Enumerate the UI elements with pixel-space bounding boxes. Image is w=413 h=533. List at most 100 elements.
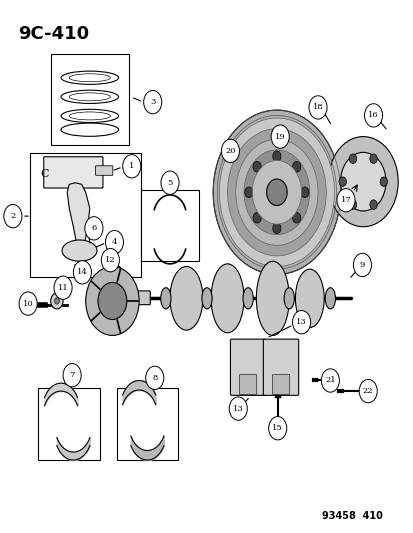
Text: 2: 2 — [10, 212, 16, 220]
Circle shape — [143, 91, 161, 114]
Text: 6: 6 — [91, 224, 96, 232]
Circle shape — [358, 379, 376, 403]
Circle shape — [101, 248, 119, 272]
Circle shape — [85, 266, 139, 335]
Circle shape — [229, 397, 247, 420]
Circle shape — [379, 177, 387, 187]
Circle shape — [268, 417, 286, 440]
Text: 7: 7 — [69, 371, 75, 379]
Circle shape — [252, 213, 261, 223]
Circle shape — [363, 104, 382, 127]
Ellipse shape — [242, 288, 253, 309]
Text: C: C — [40, 169, 49, 179]
Circle shape — [145, 366, 164, 390]
Circle shape — [105, 230, 123, 254]
Circle shape — [300, 187, 308, 198]
Text: 12: 12 — [105, 256, 115, 264]
Circle shape — [320, 369, 339, 392]
Ellipse shape — [61, 123, 118, 136]
FancyBboxPatch shape — [121, 291, 150, 305]
Circle shape — [252, 161, 261, 172]
Ellipse shape — [202, 288, 211, 309]
Ellipse shape — [61, 109, 118, 123]
Ellipse shape — [211, 264, 243, 333]
FancyBboxPatch shape — [239, 375, 256, 394]
Circle shape — [328, 136, 397, 227]
Circle shape — [292, 213, 300, 223]
Text: 5: 5 — [167, 179, 172, 187]
Circle shape — [213, 110, 340, 274]
FancyBboxPatch shape — [230, 339, 265, 395]
Circle shape — [161, 171, 178, 195]
Circle shape — [73, 261, 91, 284]
FancyBboxPatch shape — [263, 339, 298, 395]
Text: 8: 8 — [152, 374, 157, 382]
Text: 1: 1 — [129, 162, 134, 170]
Ellipse shape — [69, 93, 110, 101]
Circle shape — [308, 96, 326, 119]
Circle shape — [4, 205, 22, 228]
Ellipse shape — [62, 240, 97, 261]
Text: 18: 18 — [312, 103, 323, 111]
Ellipse shape — [69, 112, 110, 120]
Text: 20: 20 — [225, 147, 235, 155]
Circle shape — [292, 161, 300, 172]
Circle shape — [292, 311, 310, 334]
Circle shape — [272, 151, 280, 161]
Circle shape — [243, 150, 309, 235]
FancyBboxPatch shape — [95, 166, 113, 175]
Ellipse shape — [69, 74, 110, 82]
Bar — [30, 152, 141, 277]
Text: 17: 17 — [340, 196, 351, 204]
Ellipse shape — [61, 90, 118, 103]
Circle shape — [219, 118, 334, 266]
Circle shape — [336, 189, 354, 212]
Circle shape — [54, 276, 72, 300]
Circle shape — [98, 282, 126, 319]
Text: 22: 22 — [362, 387, 373, 395]
Text: 4: 4 — [112, 238, 117, 246]
Circle shape — [252, 160, 301, 224]
Text: 93458  410: 93458 410 — [321, 511, 382, 521]
Circle shape — [349, 154, 356, 164]
Text: 19: 19 — [274, 133, 285, 141]
Ellipse shape — [170, 266, 202, 330]
Text: 16: 16 — [367, 111, 378, 119]
Circle shape — [19, 292, 37, 316]
Circle shape — [338, 177, 346, 187]
Circle shape — [244, 187, 252, 198]
Circle shape — [369, 154, 376, 164]
Text: 15: 15 — [272, 424, 282, 432]
Text: 10: 10 — [23, 300, 33, 308]
Circle shape — [63, 364, 81, 387]
Bar — [141, 190, 198, 261]
Circle shape — [227, 128, 325, 256]
Ellipse shape — [295, 269, 323, 327]
Circle shape — [85, 216, 103, 240]
Ellipse shape — [325, 288, 335, 309]
Ellipse shape — [160, 288, 171, 309]
Text: 14: 14 — [77, 268, 88, 276]
FancyBboxPatch shape — [272, 375, 289, 394]
Bar — [116, 389, 178, 460]
Circle shape — [340, 152, 385, 211]
Ellipse shape — [61, 71, 118, 84]
Text: 11: 11 — [57, 284, 68, 292]
Polygon shape — [67, 183, 90, 248]
Circle shape — [54, 298, 59, 304]
Bar — [38, 389, 100, 460]
Circle shape — [51, 293, 63, 309]
Circle shape — [271, 125, 289, 148]
Bar — [51, 54, 128, 144]
Circle shape — [349, 200, 356, 209]
Text: 3: 3 — [150, 98, 155, 106]
FancyBboxPatch shape — [44, 157, 103, 188]
Text: 21: 21 — [324, 376, 335, 384]
Ellipse shape — [283, 288, 294, 309]
Circle shape — [369, 200, 376, 209]
Circle shape — [235, 139, 317, 245]
Circle shape — [266, 179, 287, 206]
Ellipse shape — [256, 261, 289, 335]
Circle shape — [221, 139, 239, 163]
Text: 9C-410: 9C-410 — [18, 25, 89, 43]
